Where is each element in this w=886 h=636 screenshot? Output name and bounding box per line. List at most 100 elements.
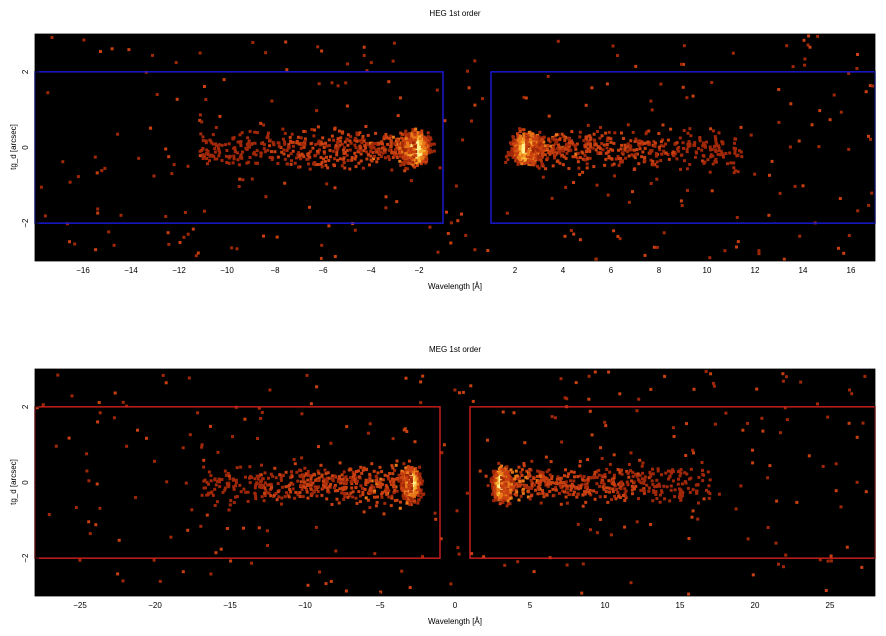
count-pixel bbox=[405, 430, 409, 433]
count-pixel bbox=[556, 39, 560, 43]
count-pixel bbox=[426, 138, 430, 142]
count-pixel bbox=[422, 135, 426, 139]
count-pixel bbox=[320, 160, 324, 164]
count-pixel bbox=[263, 486, 267, 490]
count-pixel bbox=[359, 159, 363, 163]
count-pixel bbox=[218, 485, 222, 489]
count-pixel bbox=[612, 141, 616, 145]
count-pixel bbox=[338, 475, 341, 479]
count-pixel bbox=[188, 433, 192, 437]
count-pixel bbox=[683, 159, 686, 163]
count-pixel bbox=[225, 481, 229, 485]
count-pixel bbox=[289, 162, 293, 166]
count-pixel bbox=[684, 454, 688, 457]
count-pixel bbox=[580, 591, 584, 595]
count-pixel bbox=[365, 69, 369, 73]
count-pixel bbox=[708, 256, 712, 260]
count-pixel bbox=[545, 470, 549, 474]
count-pixel bbox=[284, 40, 288, 44]
count-pixel bbox=[497, 488, 500, 492]
count-pixel bbox=[338, 487, 342, 491]
count-pixel bbox=[228, 154, 232, 158]
count-pixel bbox=[378, 465, 382, 469]
count-pixel bbox=[73, 242, 77, 246]
count-pixel bbox=[328, 148, 332, 152]
count-pixel bbox=[239, 140, 243, 144]
count-pixel bbox=[305, 488, 309, 491]
count-pixel bbox=[534, 157, 537, 161]
count-pixel bbox=[387, 80, 391, 84]
count-pixel bbox=[685, 147, 689, 151]
count-pixel bbox=[768, 173, 771, 177]
count-pixel bbox=[421, 144, 425, 148]
count-pixel bbox=[291, 482, 295, 486]
count-pixel bbox=[531, 149, 535, 153]
count-pixel bbox=[281, 137, 285, 141]
count-pixel bbox=[391, 437, 395, 441]
count-pixel bbox=[280, 150, 284, 154]
count-pixel bbox=[574, 155, 578, 159]
count-pixel bbox=[366, 479, 370, 482]
count-pixel bbox=[327, 224, 331, 228]
count-pixel bbox=[413, 150, 417, 153]
count-pixel bbox=[690, 515, 694, 519]
count-pixel bbox=[262, 234, 265, 238]
count-pixel bbox=[600, 134, 604, 138]
count-pixel bbox=[502, 494, 506, 498]
count-pixel bbox=[525, 146, 528, 150]
count-pixel bbox=[257, 406, 261, 410]
count-pixel bbox=[421, 479, 425, 483]
count-pixel bbox=[202, 458, 206, 462]
count-pixel bbox=[542, 136, 546, 139]
count-pixel bbox=[801, 184, 805, 188]
count-pixel bbox=[423, 147, 427, 150]
count-pixel bbox=[368, 422, 372, 426]
count-pixel bbox=[620, 151, 624, 155]
count-pixel bbox=[399, 131, 403, 135]
count-pixel bbox=[845, 545, 849, 549]
count-pixel bbox=[579, 486, 583, 490]
count-pixel bbox=[757, 252, 761, 256]
count-pixel bbox=[564, 145, 568, 149]
count-pixel bbox=[661, 123, 665, 127]
count-pixel bbox=[655, 165, 659, 169]
count-pixel bbox=[214, 483, 218, 487]
count-pixel bbox=[548, 140, 552, 144]
count-pixel bbox=[711, 154, 715, 158]
count-pixel bbox=[403, 132, 407, 136]
count-pixel bbox=[400, 150, 404, 154]
count-pixel bbox=[346, 143, 350, 147]
count-pixel bbox=[425, 141, 429, 145]
count-pixel bbox=[482, 555, 486, 559]
count-pixel bbox=[331, 149, 335, 153]
count-pixel bbox=[276, 482, 280, 485]
count-pixel bbox=[343, 495, 347, 499]
count-pixel bbox=[259, 151, 263, 155]
count-pixel bbox=[643, 146, 647, 150]
count-pixel bbox=[358, 500, 362, 504]
count-pixel bbox=[237, 185, 241, 188]
count-pixel bbox=[609, 137, 613, 141]
count-pixel bbox=[705, 140, 708, 144]
count-pixel bbox=[387, 158, 391, 161]
count-pixel bbox=[650, 108, 654, 112]
count-pixel bbox=[662, 149, 666, 153]
heg-x-axis: −16 −14 −12 −10 −8 −6 −4 −2 2 4 6 8 10 12 14 16 bbox=[76, 257, 856, 275]
count-pixel bbox=[405, 474, 408, 477]
count-pixel bbox=[713, 148, 717, 152]
count-pixel bbox=[289, 490, 293, 494]
count-pixel bbox=[339, 481, 342, 485]
count-pixel bbox=[316, 45, 320, 49]
count-pixel bbox=[96, 420, 100, 424]
count-pixel bbox=[658, 148, 662, 152]
count-pixel bbox=[422, 152, 426, 156]
count-pixel bbox=[540, 144, 544, 148]
count-pixel bbox=[522, 95, 526, 99]
count-pixel bbox=[399, 500, 402, 504]
count-pixel bbox=[232, 501, 236, 505]
count-pixel bbox=[117, 538, 121, 542]
count-pixel bbox=[393, 141, 397, 145]
count-pixel bbox=[172, 163, 176, 167]
count-pixel bbox=[521, 146, 525, 150]
count-pixel bbox=[518, 130, 522, 133]
